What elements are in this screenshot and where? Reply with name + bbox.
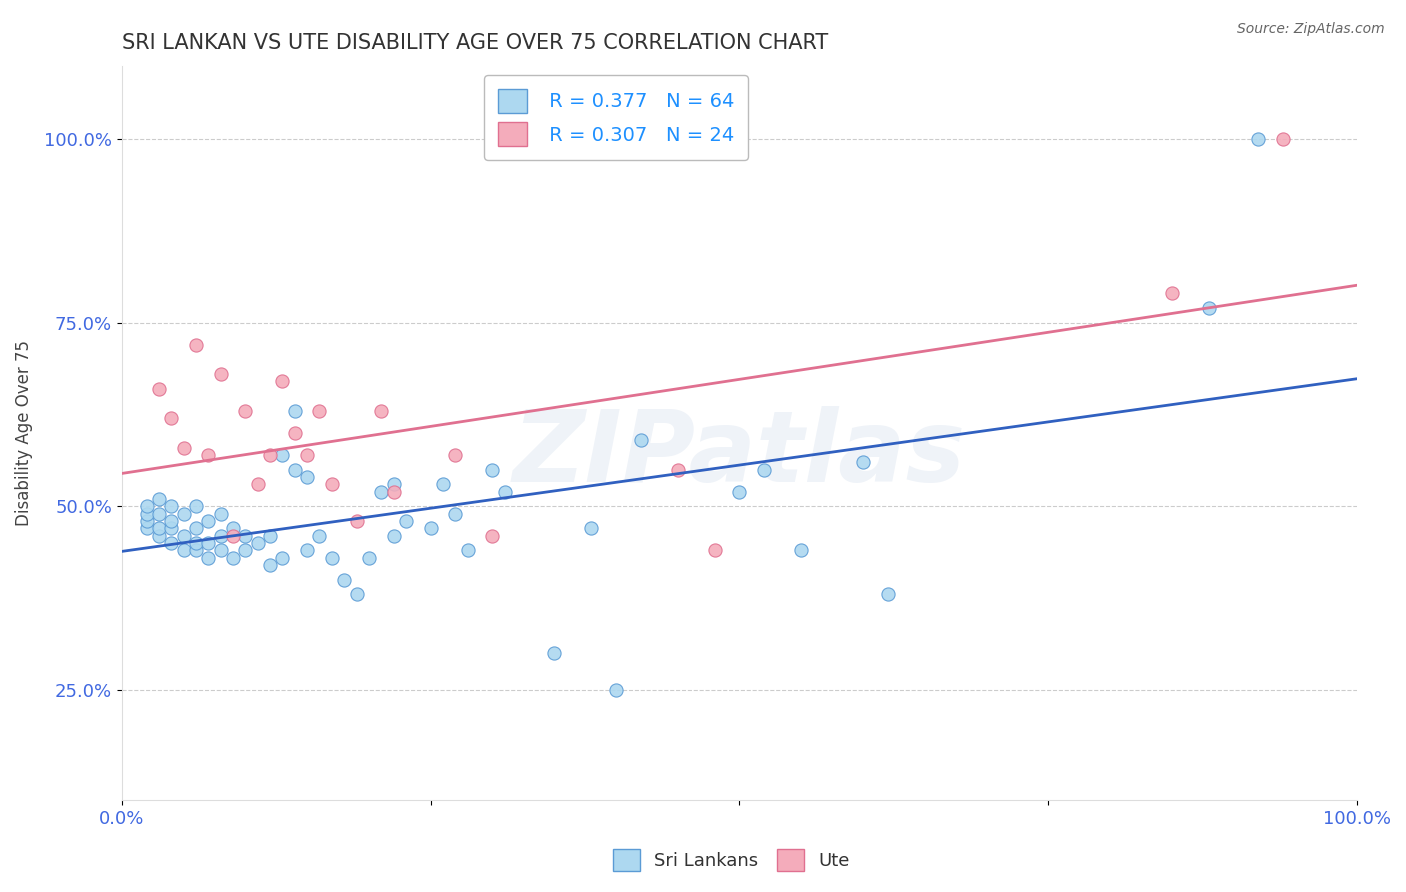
Point	[382, 477, 405, 491]
Point	[259, 558, 281, 573]
Point	[184, 337, 207, 351]
Point	[703, 543, 725, 558]
Point	[184, 500, 207, 514]
Point	[382, 529, 405, 543]
Point	[235, 529, 257, 543]
Point	[184, 543, 207, 558]
Point	[222, 529, 245, 543]
Point	[605, 683, 627, 698]
Point	[494, 484, 516, 499]
Point	[790, 543, 813, 558]
Point	[752, 462, 775, 476]
Point	[148, 529, 170, 543]
Point	[630, 434, 652, 448]
Point	[543, 646, 565, 660]
Y-axis label: Disability Age Over 75: Disability Age Over 75	[15, 340, 32, 526]
Point	[197, 536, 219, 550]
Point	[197, 514, 219, 528]
Legend: Sri Lankans, Ute: Sri Lankans, Ute	[606, 842, 856, 879]
Point	[209, 507, 232, 521]
Point	[1247, 132, 1270, 146]
Point	[284, 462, 307, 476]
Text: SRI LANKAN VS UTE DISABILITY AGE OVER 75 CORRELATION CHART: SRI LANKAN VS UTE DISABILITY AGE OVER 75…	[122, 33, 828, 53]
Point	[1160, 286, 1182, 301]
Point	[184, 521, 207, 535]
Point	[235, 543, 257, 558]
Point	[184, 536, 207, 550]
Point	[148, 491, 170, 506]
Point	[666, 462, 689, 476]
Point	[852, 455, 875, 469]
Point	[135, 500, 157, 514]
Point	[160, 411, 183, 425]
Point	[321, 550, 343, 565]
Point	[321, 477, 343, 491]
Point	[357, 550, 380, 565]
Point	[209, 529, 232, 543]
Point	[284, 425, 307, 440]
Point	[246, 477, 269, 491]
Point	[173, 529, 195, 543]
Point	[173, 441, 195, 455]
Point	[148, 507, 170, 521]
Point	[271, 375, 294, 389]
Point	[173, 543, 195, 558]
Point	[160, 521, 183, 535]
Point	[135, 507, 157, 521]
Point	[222, 550, 245, 565]
Point	[197, 550, 219, 565]
Point	[308, 529, 330, 543]
Point	[457, 543, 479, 558]
Point	[246, 536, 269, 550]
Legend:  R = 0.377   N = 64,  R = 0.307   N = 24: R = 0.377 N = 64, R = 0.307 N = 24	[484, 75, 748, 160]
Point	[444, 507, 467, 521]
Point	[444, 448, 467, 462]
Point	[135, 514, 157, 528]
Point	[432, 477, 454, 491]
Point	[173, 507, 195, 521]
Point	[160, 500, 183, 514]
Point	[579, 521, 602, 535]
Point	[333, 573, 356, 587]
Point	[209, 367, 232, 381]
Point	[271, 550, 294, 565]
Point	[148, 382, 170, 396]
Point	[1198, 301, 1220, 315]
Point	[148, 521, 170, 535]
Text: ZIPatlas: ZIPatlas	[513, 407, 966, 503]
Point	[382, 484, 405, 499]
Point	[295, 470, 318, 484]
Point	[370, 404, 392, 418]
Point	[222, 521, 245, 535]
Point	[295, 448, 318, 462]
Point	[1271, 132, 1294, 146]
Point	[481, 462, 503, 476]
Point	[235, 404, 257, 418]
Point	[346, 587, 368, 601]
Point	[295, 543, 318, 558]
Point	[197, 448, 219, 462]
Point	[395, 514, 418, 528]
Point	[259, 448, 281, 462]
Point	[135, 521, 157, 535]
Point	[419, 521, 441, 535]
Text: Source: ZipAtlas.com: Source: ZipAtlas.com	[1237, 22, 1385, 37]
Point	[284, 404, 307, 418]
Point	[271, 448, 294, 462]
Point	[160, 514, 183, 528]
Point	[728, 484, 751, 499]
Point	[308, 404, 330, 418]
Point	[209, 543, 232, 558]
Point	[259, 529, 281, 543]
Point	[370, 484, 392, 499]
Point	[481, 529, 503, 543]
Point	[346, 514, 368, 528]
Point	[876, 587, 898, 601]
Point	[160, 536, 183, 550]
